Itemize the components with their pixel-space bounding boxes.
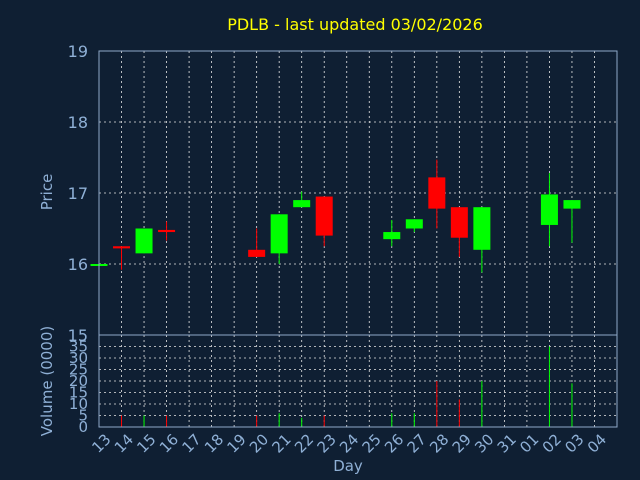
candle-body bbox=[293, 200, 311, 208]
volume-tick-label: 20 bbox=[69, 372, 88, 390]
volume-tick-label: 0 bbox=[78, 418, 88, 436]
volume-tick-label: 15 bbox=[69, 384, 88, 402]
price-tick-label: 17 bbox=[68, 184, 88, 203]
price-tick-label: 19 bbox=[68, 42, 88, 61]
volume-tick-label: 30 bbox=[69, 349, 88, 367]
candle-body bbox=[270, 214, 288, 254]
candle-body bbox=[405, 219, 423, 229]
candle-body bbox=[428, 177, 446, 209]
candles bbox=[90, 159, 581, 273]
candle-body bbox=[135, 228, 153, 254]
price-tick-label: 18 bbox=[68, 113, 88, 132]
price-tick-label: 15 bbox=[68, 326, 88, 345]
x-axis-label: Day bbox=[333, 457, 363, 475]
candle-body bbox=[383, 232, 401, 240]
candle-body bbox=[248, 249, 266, 257]
price-tick-label: 16 bbox=[68, 255, 88, 274]
candle-body bbox=[113, 246, 131, 249]
candle-body bbox=[450, 207, 468, 238]
candle-body bbox=[158, 229, 176, 233]
volume-bars bbox=[121, 346, 573, 427]
candle-body bbox=[540, 194, 558, 225]
candle-body bbox=[315, 196, 333, 236]
x-tick-label: 04 bbox=[584, 430, 610, 456]
candle-body bbox=[563, 200, 581, 209]
volume-tick-label: 35 bbox=[69, 338, 88, 356]
candle-body bbox=[473, 207, 491, 250]
volume-panel-frame bbox=[98, 334, 618, 428]
volume-axis-label: Volume (0000) bbox=[38, 326, 56, 436]
price-axis-label: Price bbox=[38, 174, 56, 211]
volume-tick-label: 25 bbox=[69, 361, 88, 379]
grid-lines bbox=[99, 51, 617, 427]
chart-title: PDLB - last updated 03/02/2026 bbox=[227, 15, 483, 34]
volume-tick-label: 10 bbox=[69, 395, 88, 413]
volume-tick-label: 5 bbox=[78, 407, 88, 425]
